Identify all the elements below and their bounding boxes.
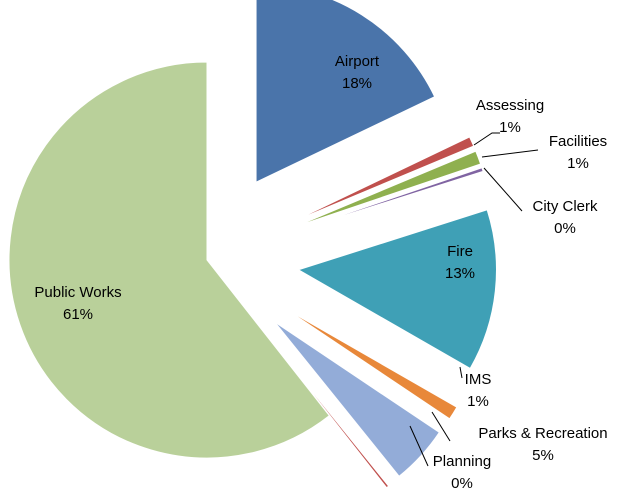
data-label: Parks & Recreation 5% xyxy=(478,425,607,464)
leader-line xyxy=(473,132,500,146)
pie-slice xyxy=(292,150,482,228)
label-name: Assessing xyxy=(476,97,544,114)
pie-slice xyxy=(263,331,390,489)
pie-slice xyxy=(290,136,475,223)
leader-line xyxy=(431,411,451,442)
leader-line xyxy=(459,366,463,379)
label-value: 13% xyxy=(445,265,475,282)
label-name: Parks & Recreation xyxy=(478,425,607,442)
leader-line xyxy=(409,425,429,467)
pie-slice xyxy=(297,209,497,370)
label-value: 0% xyxy=(554,220,576,237)
label-name: Public Works xyxy=(34,284,121,301)
pie-slice xyxy=(8,61,331,459)
leader-line xyxy=(483,167,523,212)
label-name: Planning xyxy=(433,453,491,470)
label-name: City Clerk xyxy=(532,198,598,215)
label-name: Airport xyxy=(335,53,380,70)
pie-slice xyxy=(274,321,441,477)
leader-line xyxy=(481,149,539,158)
data-label: City Clerk 0% xyxy=(532,198,598,237)
label-value: 0% xyxy=(451,475,473,492)
pie-slice xyxy=(255,0,436,183)
label-name: Facilities xyxy=(549,133,607,150)
data-label: Facilities 1% xyxy=(549,133,607,172)
label-value: 5% xyxy=(532,447,554,464)
label-value: 18% xyxy=(342,75,372,92)
label-value: 1% xyxy=(467,393,489,410)
label-value: 1% xyxy=(499,119,521,136)
data-label: Airport 18% xyxy=(335,53,380,92)
label-name: Fire xyxy=(447,243,473,260)
label-value: 1% xyxy=(567,155,589,172)
data-label: IMS 1% xyxy=(465,371,492,410)
data-label: Public Works 61% xyxy=(34,284,121,323)
data-label: Assessing 1% xyxy=(476,97,544,136)
label-value: 61% xyxy=(63,306,93,323)
label-name: IMS xyxy=(465,371,492,388)
pie-slice xyxy=(294,167,484,232)
pie-slice xyxy=(284,308,458,420)
data-label: Planning 0% xyxy=(433,453,491,492)
data-label: Fire 13% xyxy=(445,243,475,282)
